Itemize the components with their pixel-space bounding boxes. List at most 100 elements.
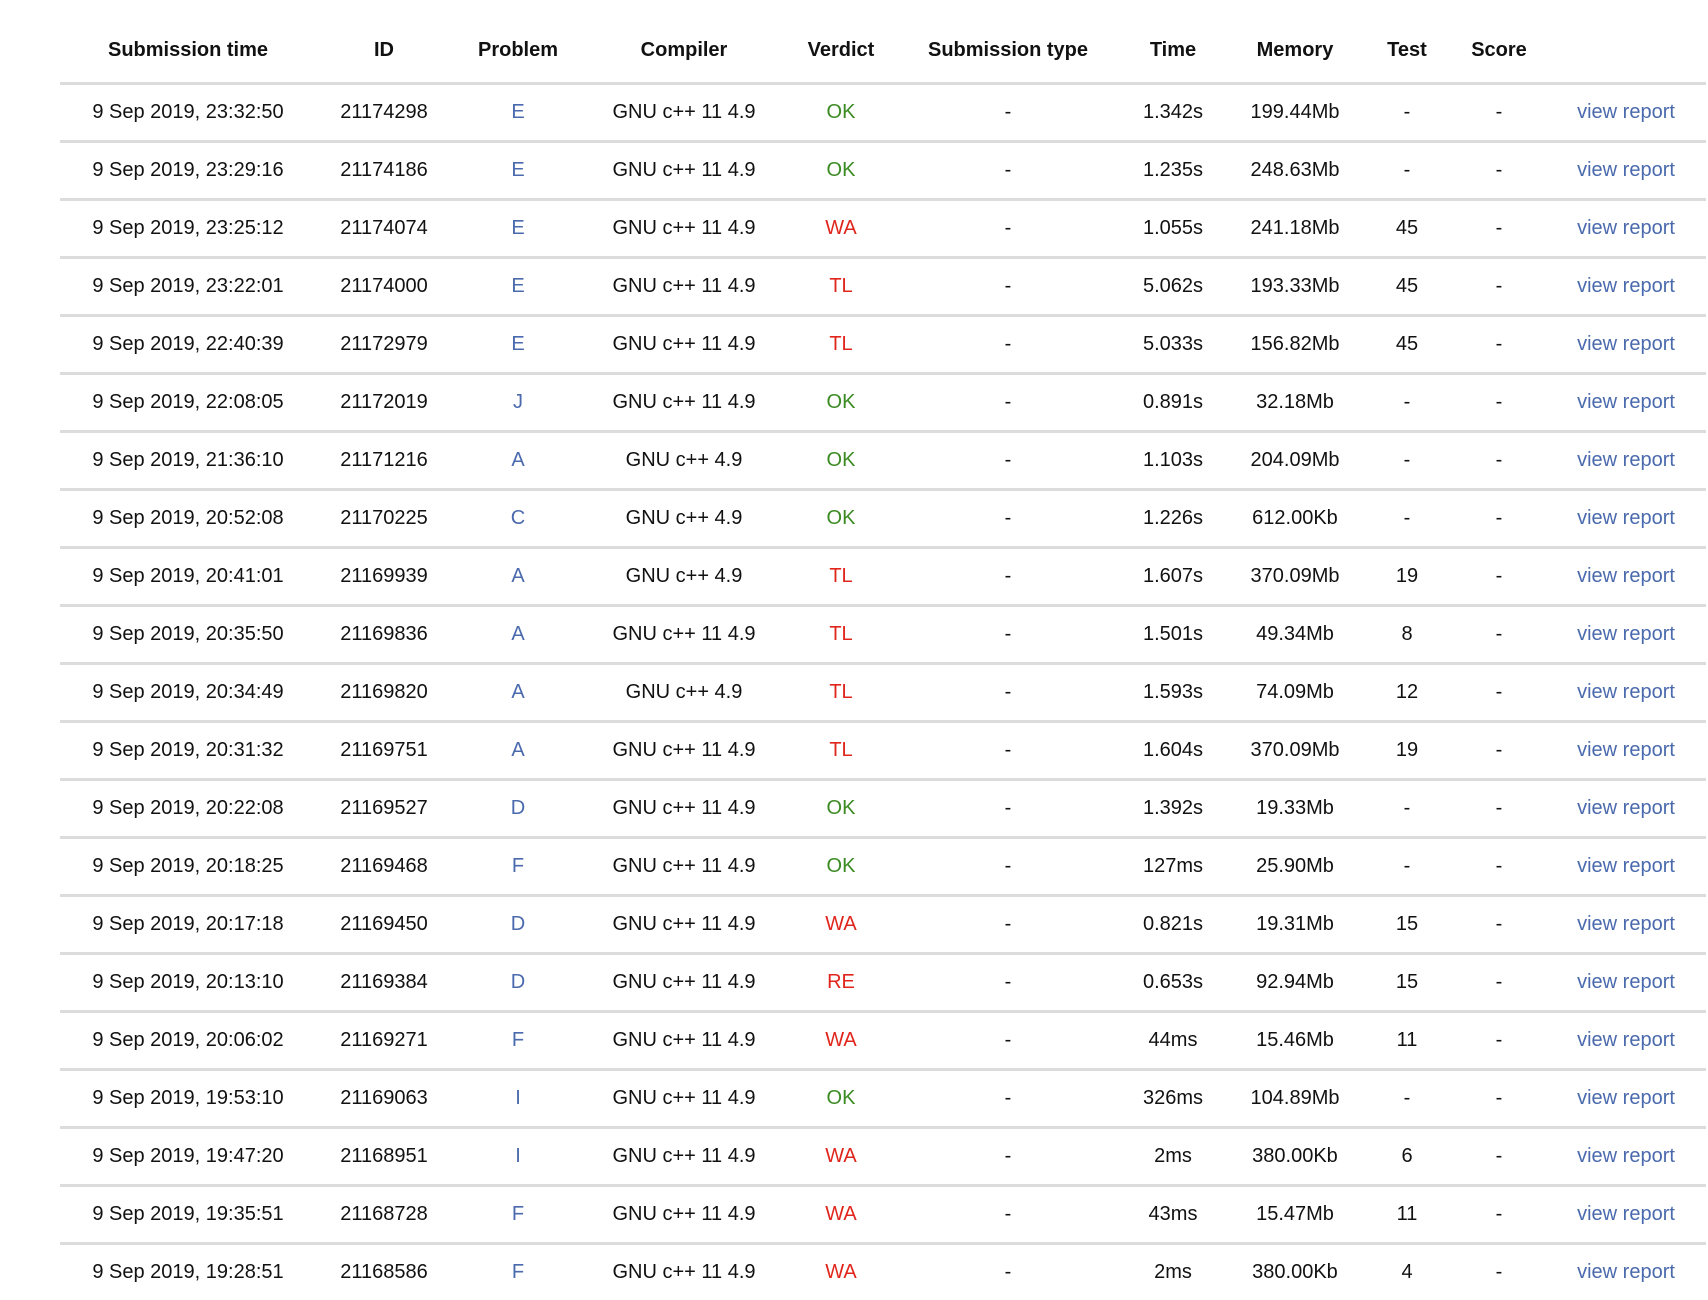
problem-link[interactable]: E (511, 217, 524, 239)
problem-link[interactable]: C (511, 507, 525, 529)
cell-score: - (1452, 896, 1546, 954)
problem-link[interactable]: E (511, 101, 524, 123)
cell-verdict: WA (784, 1244, 898, 1300)
view-report-link[interactable]: view report (1577, 275, 1675, 297)
problem-link[interactable]: D (511, 797, 525, 819)
cell-submission-time: 9 Sep 2019, 19:35:51 (60, 1186, 316, 1244)
cell-score: - (1452, 258, 1546, 316)
cell-score: - (1452, 548, 1546, 606)
view-report-link[interactable]: view report (1577, 681, 1675, 703)
view-report-link[interactable]: view report (1577, 1203, 1675, 1225)
problem-link[interactable]: F (512, 855, 524, 877)
cell-compiler: GNU c++ 11 4.9 (584, 1244, 784, 1300)
cell-failed-test: - (1362, 374, 1452, 432)
cell-compiler: GNU c++ 11 4.9 (584, 896, 784, 954)
cell-run-time: 1.604s (1118, 722, 1228, 780)
cell-score: - (1452, 722, 1546, 780)
cell-run-time: 2ms (1118, 1128, 1228, 1186)
problem-link[interactable]: A (511, 449, 524, 471)
column-header-id: ID (316, 18, 452, 84)
cell-submission-id: 21174074 (316, 200, 452, 258)
cell-failed-test: - (1362, 84, 1452, 142)
problem-link[interactable]: E (511, 159, 524, 181)
cell-failed-test: 4 (1362, 1244, 1452, 1300)
problem-link[interactable]: A (511, 739, 524, 761)
cell-submission-id: 21169384 (316, 954, 452, 1012)
cell-submission-type: - (898, 258, 1118, 316)
view-report-link[interactable]: view report (1577, 1145, 1675, 1167)
cell-verdict: OK (784, 1070, 898, 1128)
problem-link[interactable]: E (511, 275, 524, 297)
cell-view-report-link: view report (1546, 1012, 1706, 1070)
view-report-link[interactable]: view report (1577, 855, 1675, 877)
problem-link[interactable]: D (511, 913, 525, 935)
problem-link[interactable]: F (512, 1029, 524, 1051)
problem-link[interactable]: D (511, 971, 525, 993)
problem-link[interactable]: A (511, 623, 524, 645)
cell-compiler: GNU c++ 11 4.9 (584, 1128, 784, 1186)
problem-link[interactable]: F (512, 1203, 524, 1225)
problem-link[interactable]: E (511, 333, 524, 355)
view-report-link[interactable]: view report (1577, 565, 1675, 587)
verdict-badge: TL (829, 275, 852, 297)
cell-submission-id: 21172979 (316, 316, 452, 374)
cell-submission-type: - (898, 722, 1118, 780)
view-report-link[interactable]: view report (1577, 913, 1675, 935)
problem-link[interactable]: F (512, 1261, 524, 1283)
cell-submission-id: 21169527 (316, 780, 452, 838)
problem-link[interactable]: A (511, 565, 524, 587)
cell-verdict: TL (784, 664, 898, 722)
cell-submission-id: 21169820 (316, 664, 452, 722)
cell-verdict: WA (784, 200, 898, 258)
view-report-link[interactable]: view report (1577, 391, 1675, 413)
view-report-link[interactable]: view report (1577, 333, 1675, 355)
view-report-link[interactable]: view report (1577, 623, 1675, 645)
view-report-link[interactable]: view report (1577, 101, 1675, 123)
problem-link[interactable]: A (511, 681, 524, 703)
cell-submission-type: - (898, 374, 1118, 432)
cell-verdict: RE (784, 954, 898, 1012)
cell-view-report-link: view report (1546, 490, 1706, 548)
view-report-link[interactable]: view report (1577, 449, 1675, 471)
cell-run-time: 1.342s (1118, 84, 1228, 142)
cell-compiler: GNU c++ 11 4.9 (584, 142, 784, 200)
view-report-link[interactable]: view report (1577, 1087, 1675, 1109)
problem-link[interactable]: I (515, 1087, 521, 1109)
view-report-link[interactable]: view report (1577, 1029, 1675, 1051)
cell-score: - (1452, 490, 1546, 548)
cell-view-report-link: view report (1546, 896, 1706, 954)
problem-link[interactable]: J (513, 391, 523, 413)
cell-problem-link: F (452, 838, 584, 896)
view-report-link[interactable]: view report (1577, 797, 1675, 819)
view-report-link[interactable]: view report (1577, 971, 1675, 993)
cell-problem-link: I (452, 1070, 584, 1128)
view-report-link[interactable]: view report (1577, 1261, 1675, 1283)
cell-submission-type: - (898, 954, 1118, 1012)
cell-submission-id: 21169450 (316, 896, 452, 954)
cell-memory: 15.46Mb (1228, 1012, 1362, 1070)
cell-submission-time: 9 Sep 2019, 20:41:01 (60, 548, 316, 606)
view-report-link[interactable]: view report (1577, 507, 1675, 529)
cell-submission-type: - (898, 432, 1118, 490)
view-report-link[interactable]: view report (1577, 217, 1675, 239)
cell-score: - (1452, 84, 1546, 142)
problem-link[interactable]: I (515, 1145, 521, 1167)
view-report-link[interactable]: view report (1577, 739, 1675, 761)
cell-submission-type: - (898, 84, 1118, 142)
cell-view-report-link: view report (1546, 432, 1706, 490)
cell-view-report-link: view report (1546, 84, 1706, 142)
verdict-badge: RE (827, 971, 855, 993)
cell-score: - (1452, 374, 1546, 432)
view-report-link[interactable]: view report (1577, 159, 1675, 181)
verdict-badge: OK (827, 1087, 856, 1109)
cell-submission-id: 21169836 (316, 606, 452, 664)
cell-submission-time: 9 Sep 2019, 23:29:16 (60, 142, 316, 200)
cell-view-report-link: view report (1546, 1244, 1706, 1300)
cell-submission-type: - (898, 1070, 1118, 1128)
